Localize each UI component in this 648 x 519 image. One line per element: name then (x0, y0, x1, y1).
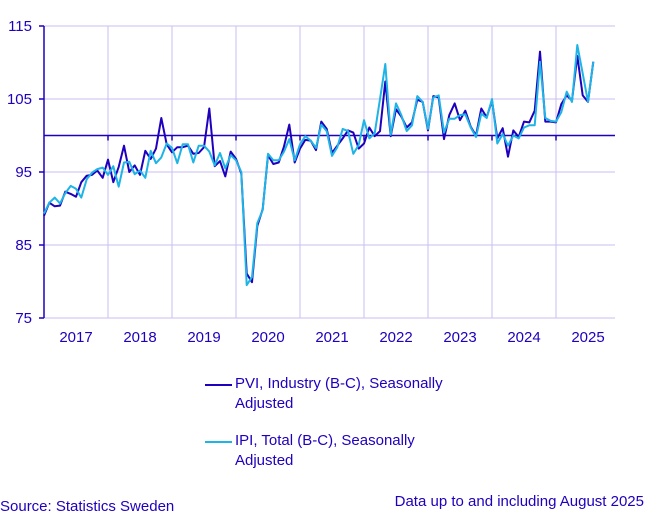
y-tick-labels: 75 85 95 105 115 (7, 18, 32, 327)
x-tick-label: 2024 (507, 329, 540, 346)
legend-label-ipi-line2: Adjusted (235, 452, 294, 469)
x-tick-label: 2019 (187, 329, 220, 346)
legend-swatch-ipi (205, 441, 232, 443)
x-tick-label: 2020 (251, 329, 284, 346)
x-tick-label: 2021 (315, 329, 348, 346)
x-tick-label: 2022 (379, 329, 412, 346)
y-tick-label: 105 (7, 91, 32, 108)
x-tick-label: 2025 (571, 329, 604, 346)
y-tick-label: 85 (15, 237, 32, 254)
legend-label-ipi-line1: IPI, Total (B-C), Seasonally (235, 432, 415, 449)
data-range-note: Data up to and including August 2025 (394, 493, 644, 510)
y-tick-label: 95 (15, 164, 32, 181)
axes (39, 25, 615, 319)
series-line-pvi (43, 50, 595, 284)
x-tick-labels: 2017 2018 2019 2020 2021 2022 2023 2024 2025 (59, 329, 604, 346)
legend-item-ipi[interactable]: IPI, Total (B-C), Seasonally Adjusted (205, 431, 485, 471)
x-tick-label: 2018 (123, 329, 156, 346)
legend-item-pvi[interactable]: PVI, Industry (B-C), Seasonally Adjusted (205, 374, 485, 414)
series-lines (43, 44, 595, 287)
line-chart: 75 85 95 105 115 2017 2018 2019 2020 2021 2022 202… (7, 18, 615, 346)
x-tick-label: 2023 (443, 329, 476, 346)
series-line-ipi (43, 44, 595, 287)
source-note: Source: Statistics Sweden (0, 498, 175, 515)
legend-label-pvi-line2: Adjusted (235, 395, 294, 412)
legend: PVI, Industry (B-C), Seasonally Adjusted… (205, 374, 485, 488)
legend-label-pvi-line1: PVI, Industry (B-C), Seasonally (235, 375, 443, 392)
x-tick-label: 2017 (59, 329, 92, 346)
y-tick-label: 75 (15, 310, 32, 327)
y-tick-label: 115 (8, 18, 32, 35)
legend-swatch-pvi (205, 384, 232, 386)
